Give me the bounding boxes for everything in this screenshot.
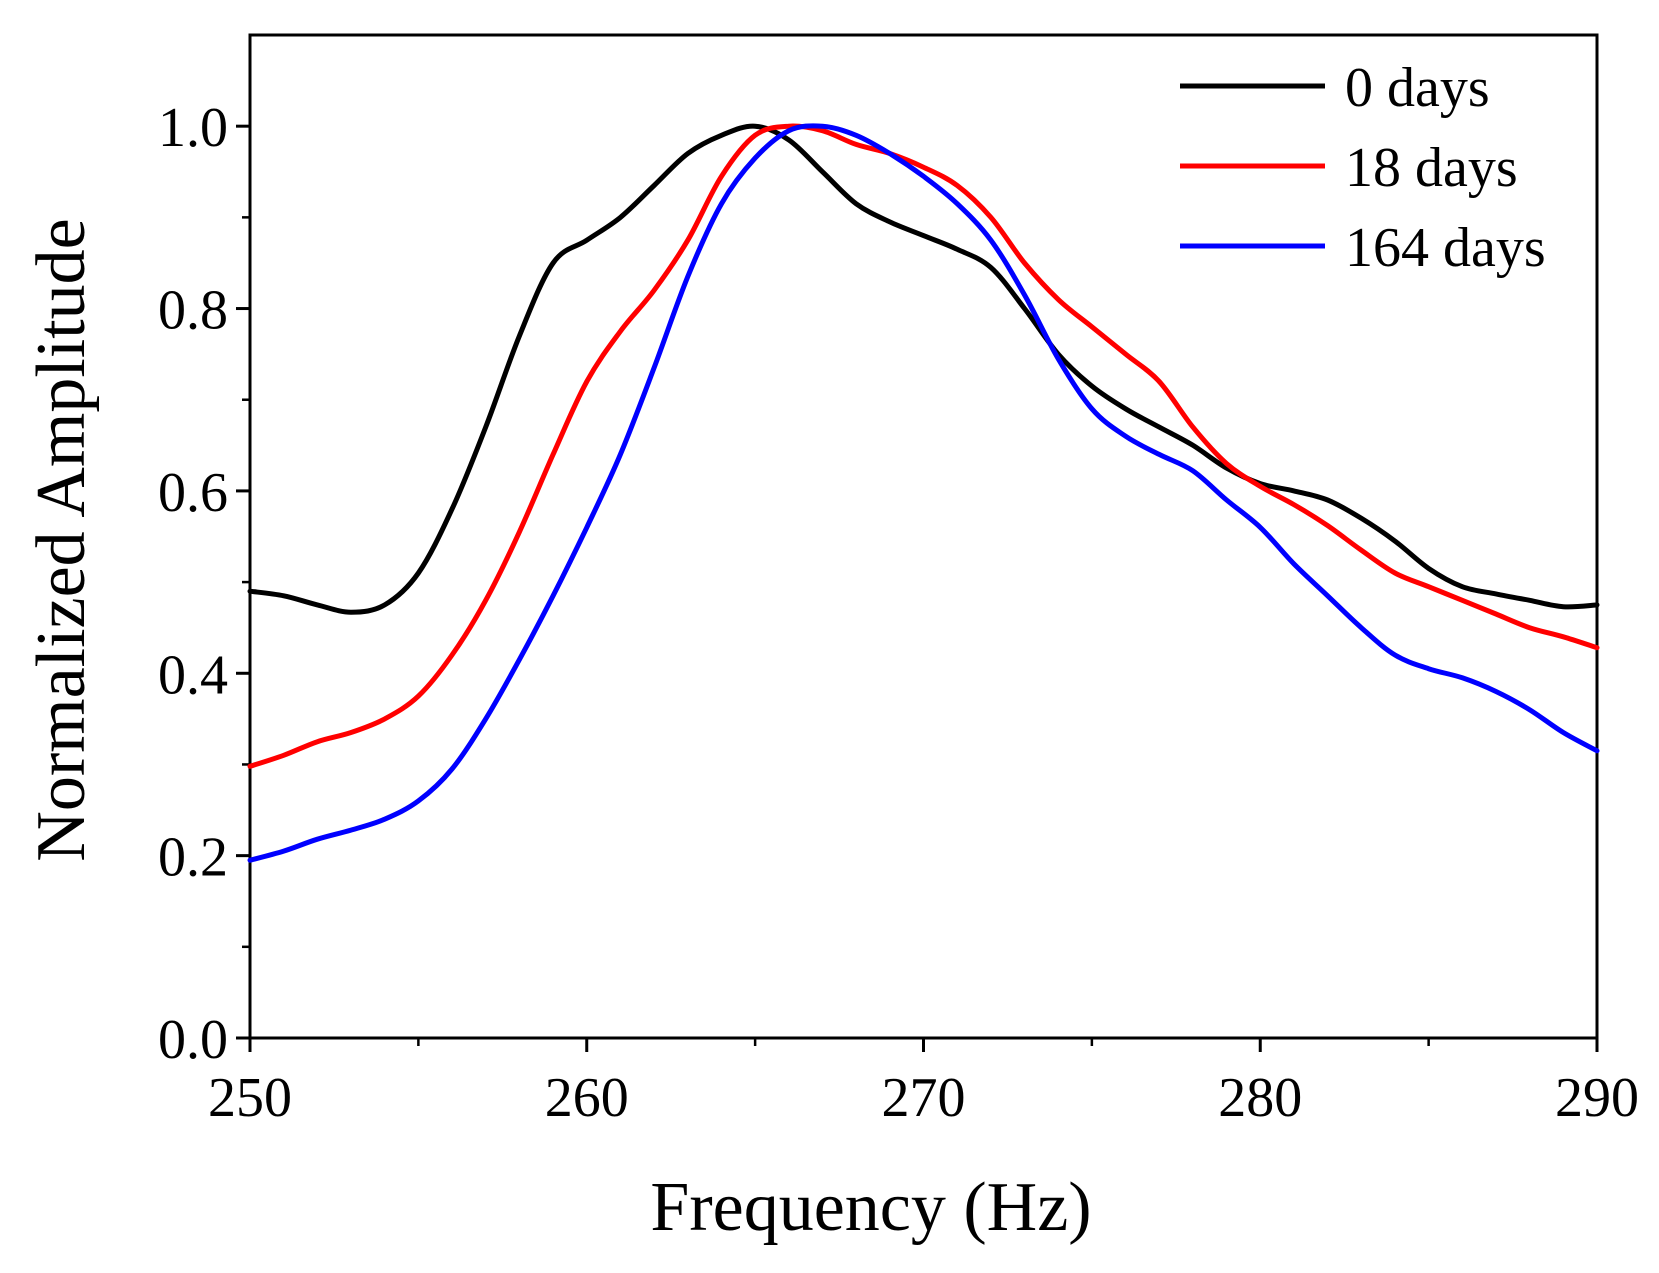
y-tick-label: 0.0 bbox=[158, 1009, 228, 1071]
series-layer bbox=[247, 123, 1600, 863]
x-tick-label: 260 bbox=[545, 1067, 629, 1129]
legend-label-1: 18 days bbox=[1345, 137, 1518, 199]
series-line-0 bbox=[247, 123, 1600, 615]
y-tick-label: 0.6 bbox=[158, 462, 228, 524]
series-line-2 bbox=[247, 123, 1600, 863]
y-tick-label: 1.0 bbox=[158, 97, 228, 159]
x-axis: 250 260 270 280 290 bbox=[208, 1038, 1639, 1129]
x-axis-title: Frequency (Hz) bbox=[650, 1169, 1091, 1246]
x-tick-label: 250 bbox=[208, 1067, 292, 1129]
legend-label-0: 0 days bbox=[1345, 57, 1490, 119]
y-tick-label: 0.4 bbox=[158, 644, 228, 706]
legend: 0 days 18 days 164 days bbox=[1180, 57, 1546, 279]
y-axis-title: Normalized Amplitude bbox=[23, 218, 100, 861]
x-tick-label: 270 bbox=[882, 1067, 966, 1129]
x-tick-label: 290 bbox=[1555, 1067, 1639, 1129]
legend-label-2: 164 days bbox=[1345, 217, 1546, 279]
y-axis: 0.0 0.2 0.4 0.6 0.8 1.0 bbox=[158, 97, 250, 1071]
y-tick-label: 0.2 bbox=[158, 827, 228, 889]
x-tick-label: 280 bbox=[1218, 1067, 1302, 1129]
series-line-1 bbox=[247, 123, 1600, 769]
y-tick-label: 0.8 bbox=[158, 280, 228, 342]
